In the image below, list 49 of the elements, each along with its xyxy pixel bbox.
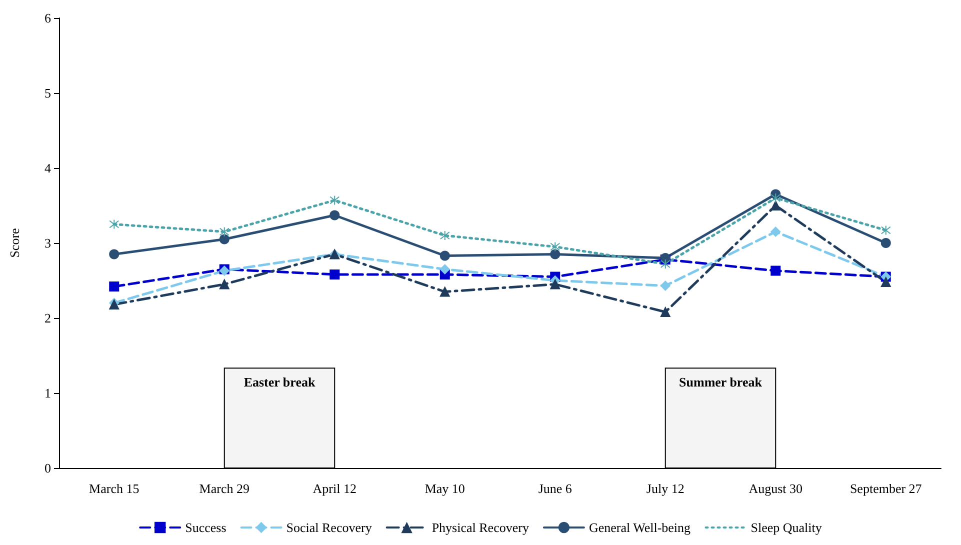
legend-label: Success xyxy=(185,520,226,535)
point xyxy=(330,270,340,280)
legend-label: Physical Recovery xyxy=(432,520,530,535)
point xyxy=(770,193,781,203)
point xyxy=(770,266,781,276)
y-tick-label: 5 xyxy=(44,86,51,100)
point xyxy=(109,282,120,292)
point xyxy=(550,249,560,260)
point xyxy=(330,195,340,206)
point xyxy=(440,264,450,274)
x-tick-label: August 30 xyxy=(748,481,803,496)
point xyxy=(440,250,450,261)
band-label: Easter break xyxy=(244,374,316,390)
x-tick-label: May 10 xyxy=(424,481,465,496)
legend-label: General Well-being xyxy=(588,520,692,535)
point xyxy=(770,200,781,210)
y-tick-label: 3 xyxy=(44,236,51,250)
x-tick-label: June 6 xyxy=(538,481,572,496)
point xyxy=(440,230,450,240)
y-tick-label: 4 xyxy=(44,160,52,176)
point xyxy=(550,242,560,252)
y-tick-label: 2 xyxy=(44,310,51,326)
x-tick-label: March 15 xyxy=(89,481,140,496)
point xyxy=(660,307,670,317)
legend-label: Sleep Quality xyxy=(750,520,822,535)
point xyxy=(219,226,230,237)
x-tick-label: September 27 xyxy=(850,481,922,496)
point xyxy=(330,210,340,220)
point xyxy=(660,259,670,269)
y-tick-label: 1 xyxy=(44,386,51,400)
y-tick-label: 0 xyxy=(44,460,51,476)
point xyxy=(440,286,450,297)
x-tick-label: March 29 xyxy=(199,481,250,496)
point xyxy=(219,234,230,244)
legend-label: Social Recovery xyxy=(286,520,372,535)
y-axis-title: Score xyxy=(7,228,22,258)
x-tick-label: July 12 xyxy=(646,481,684,496)
x-tick-label: April 12 xyxy=(312,481,356,496)
point xyxy=(109,249,120,260)
point xyxy=(880,238,891,248)
point xyxy=(109,219,120,230)
point xyxy=(880,225,891,236)
point xyxy=(880,277,891,287)
point xyxy=(770,226,781,237)
point xyxy=(219,279,230,290)
y-tick-label: 6 xyxy=(44,10,52,26)
point xyxy=(550,279,560,290)
point xyxy=(660,280,670,291)
band-label: Summer break xyxy=(679,374,763,390)
